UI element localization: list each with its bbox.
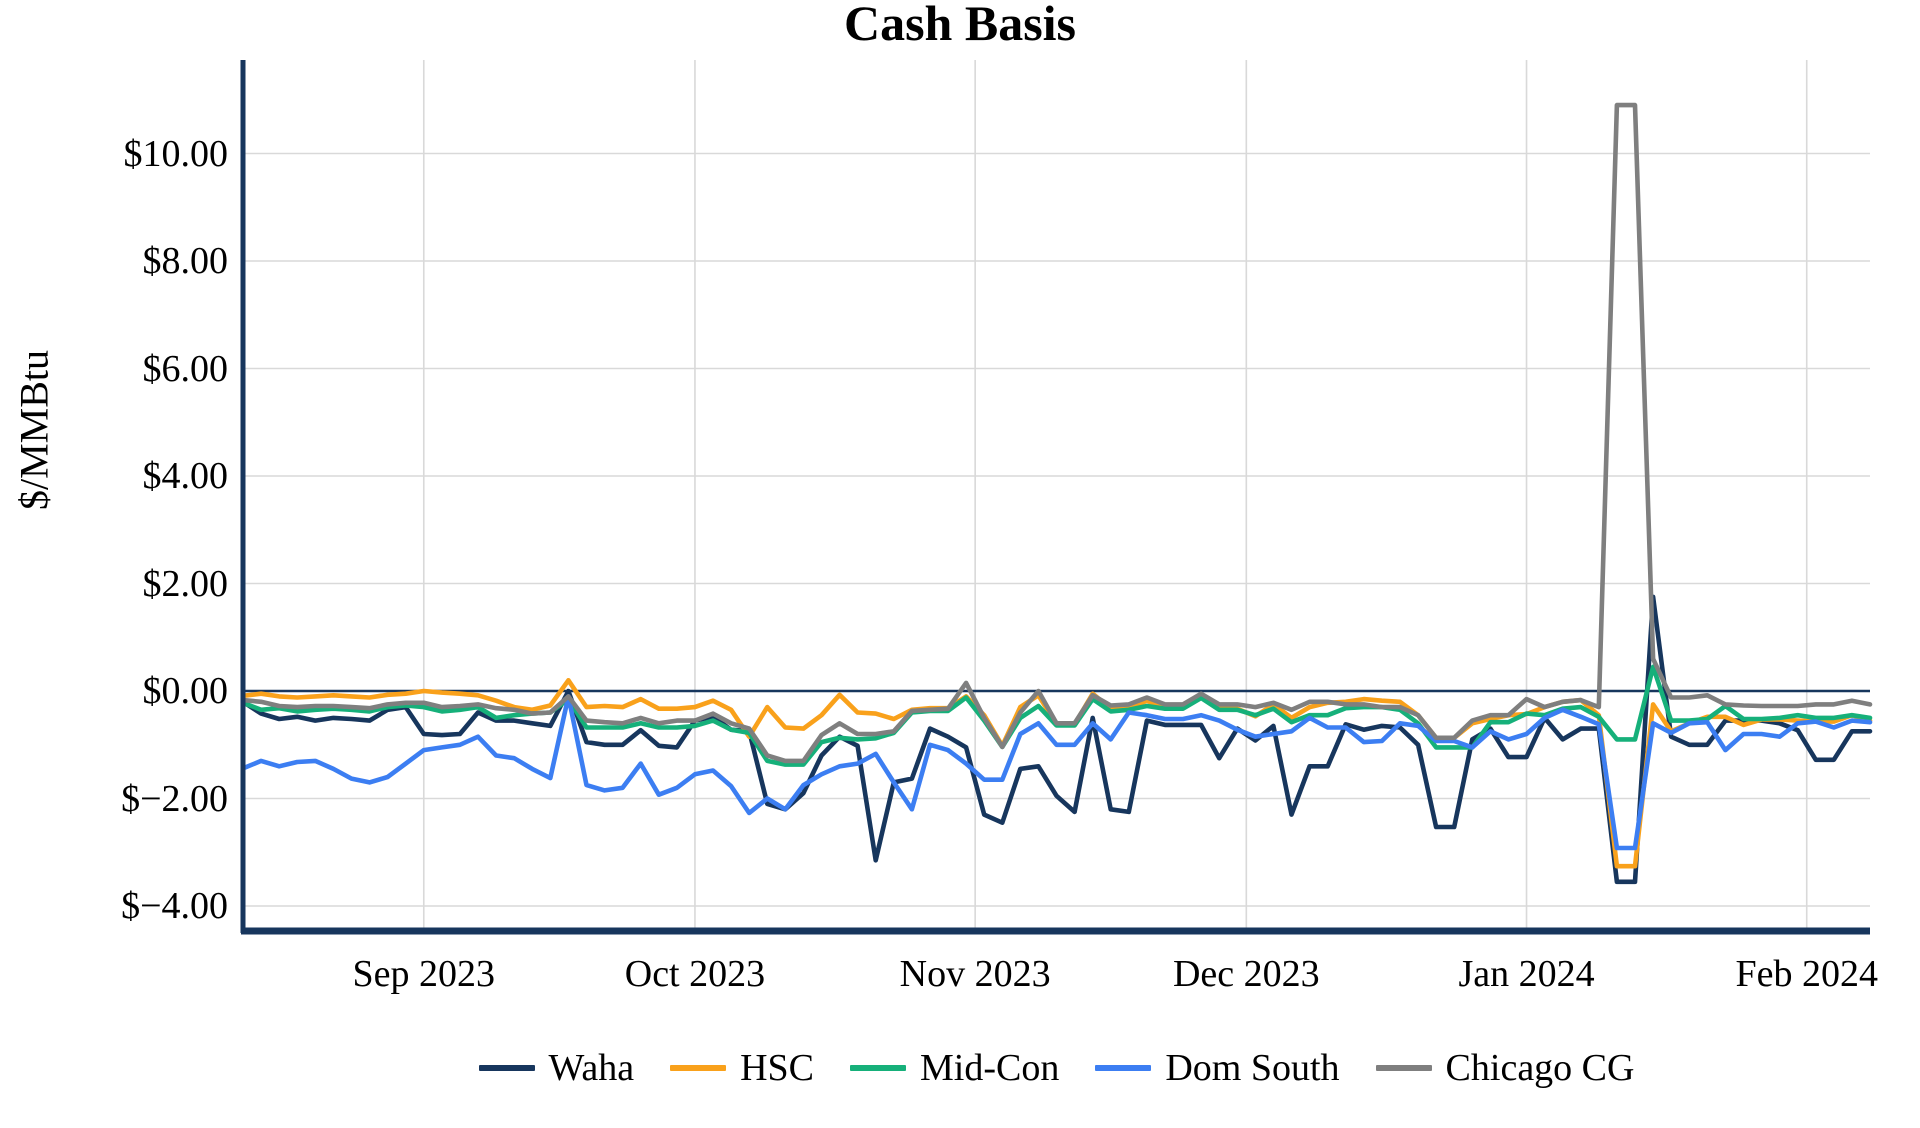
y-tick-label: $0.00 (142, 670, 229, 712)
y-tick-label: $2.00 (142, 562, 229, 605)
x-tick-label: Feb 2024 (1735, 953, 1878, 995)
y-tick-label: $4.00 (142, 455, 229, 497)
y-axis-title: $/MMBtu (11, 349, 57, 511)
legend-label: Chicago CG (1445, 1047, 1635, 1089)
legend-label: Mid-Con (919, 1047, 1060, 1089)
y-tick-label: $8.00 (142, 240, 229, 282)
legend-swatch-icon (670, 1065, 727, 1071)
legend-swatch-icon (1375, 1065, 1432, 1071)
y-tick-label: $−2.00 (121, 777, 228, 820)
y-tick-label: $−4.00 (121, 885, 228, 927)
series-line-dom-south (240, 694, 1873, 851)
legend-swatch-icon (849, 1065, 906, 1071)
x-tick-label: Nov 2023 (899, 953, 1051, 995)
y-tick-label: $6.00 (142, 347, 229, 390)
chart-title: Cash Basis (843, 0, 1077, 51)
x-tick-label: Dec 2023 (1172, 953, 1320, 995)
legend-item-chicago-cg: Chicago CG (1375, 1046, 1635, 1090)
x-tick-label: Jan 2024 (1458, 953, 1595, 995)
series-line-chicago-cg (240, 102, 1873, 764)
legend-swatch-icon (478, 1065, 535, 1071)
legend-label: HSC (740, 1047, 814, 1089)
legend-item-waha: Waha (478, 1046, 635, 1090)
legend-item-hsc: HSC (670, 1046, 814, 1090)
legend-swatch-icon (1095, 1065, 1152, 1071)
x-tick-label: Sep 2023 (352, 953, 496, 995)
legend-label: Dom South (1165, 1047, 1340, 1089)
x-tick-label: Oct 2023 (624, 953, 766, 995)
legend-item-dom-south: Dom South (1095, 1046, 1340, 1090)
legend-item-mid-con: Mid-Con (849, 1046, 1060, 1090)
y-tick-label: $10.00 (123, 132, 229, 175)
legend-label: Waha (548, 1047, 635, 1089)
legend: Waha HSC Mid-Con Dom South Chicago CG (243, 1046, 1870, 1090)
